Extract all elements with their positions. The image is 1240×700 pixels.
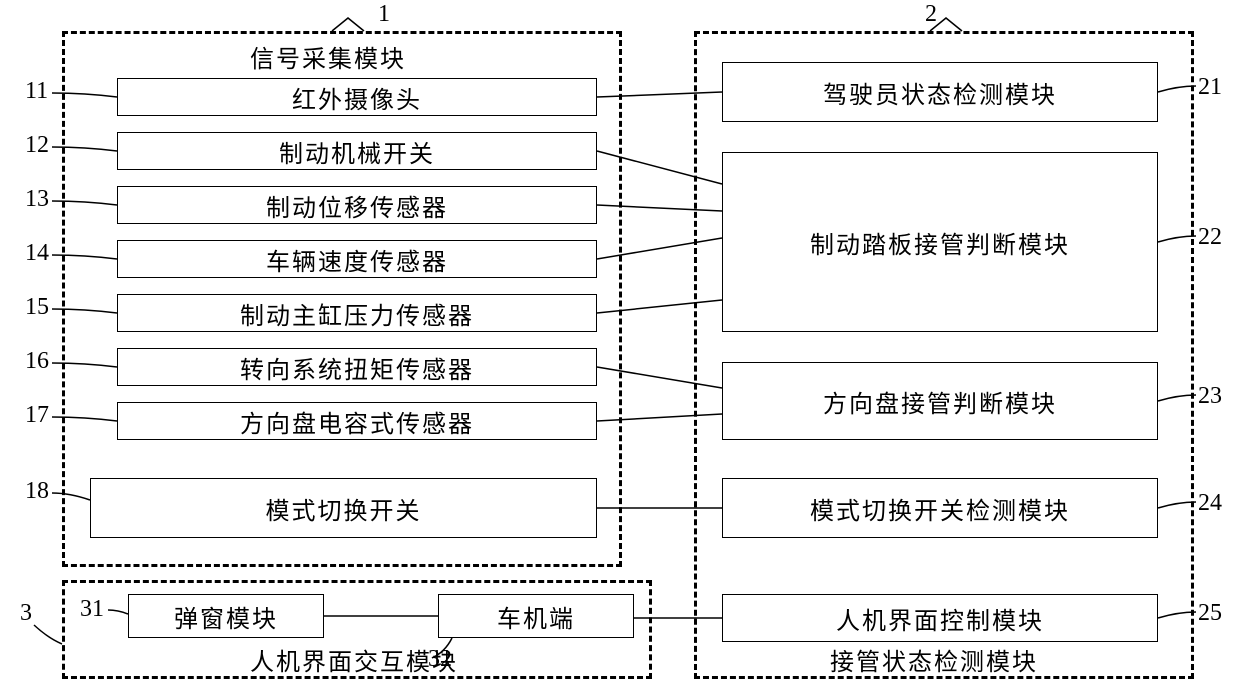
item-steering-torque-sensor: 转向系统扭矩传感器 xyxy=(117,348,597,386)
ref-25: 25 xyxy=(1198,600,1222,627)
module1-title: 信号采集模块 xyxy=(250,39,406,74)
ref-18: 18 xyxy=(25,478,49,505)
ref-13: 13 xyxy=(25,186,49,213)
ref-21: 21 xyxy=(1198,74,1222,101)
module2-title: 接管状态检测模块 xyxy=(830,642,1038,677)
item-driver-state-detection: 驾驶员状态检测模块 xyxy=(722,62,1158,122)
module3-title: 人机界面交互模块 xyxy=(250,642,458,677)
item-label: 车机端 xyxy=(497,599,575,634)
item-hmi-control: 人机界面控制模块 xyxy=(722,594,1158,642)
ref-24: 24 xyxy=(1198,490,1222,517)
item-brake-master-cylinder-pressure-sensor: 制动主缸压力传感器 xyxy=(117,294,597,332)
ref-16: 16 xyxy=(25,348,49,375)
item-label: 方向盘接管判断模块 xyxy=(823,384,1057,419)
item-popup-module: 弹窗模块 xyxy=(128,594,324,638)
ref-32: 32 xyxy=(428,646,452,673)
item-infrared-camera: 红外摄像头 xyxy=(117,78,597,116)
ref-23: 23 xyxy=(1198,383,1222,410)
module1-ref: 1 xyxy=(378,1,390,28)
item-label: 转向系统扭矩传感器 xyxy=(240,350,474,385)
item-vehicle-speed-sensor: 车辆速度传感器 xyxy=(117,240,597,278)
item-mode-switch-detection: 模式切换开关检测模块 xyxy=(722,478,1158,538)
item-label: 模式切换开关检测模块 xyxy=(810,491,1070,526)
item-label: 制动位移传感器 xyxy=(266,188,448,223)
item-label: 人机界面控制模块 xyxy=(836,601,1044,636)
item-brake-mechanical-switch: 制动机械开关 xyxy=(117,132,597,170)
item-label: 驾驶员状态检测模块 xyxy=(823,75,1057,110)
item-brake-pedal-takeover-judgment: 制动踏板接管判断模块 xyxy=(722,152,1158,332)
ref-12: 12 xyxy=(25,132,49,159)
item-label: 车辆速度传感器 xyxy=(266,242,448,277)
ref-22: 22 xyxy=(1198,224,1222,251)
item-label: 模式切换开关 xyxy=(266,491,422,526)
module3-ref: 3 xyxy=(20,600,32,627)
ref-31: 31 xyxy=(80,596,104,623)
item-steering-wheel-takeover-judgment: 方向盘接管判断模块 xyxy=(722,362,1158,440)
module2-ref: 2 xyxy=(925,1,937,28)
item-brake-displacement-sensor: 制动位移传感器 xyxy=(117,186,597,224)
diagram-canvas: 信号采集模块 1 接管状态检测模块 2 人机界面交互模块 3 红外摄像头 制动机… xyxy=(0,0,1240,700)
item-label: 方向盘电容式传感器 xyxy=(240,404,474,439)
ref-14: 14 xyxy=(25,240,49,267)
item-label: 制动机械开关 xyxy=(279,134,435,169)
module-takeover-detection xyxy=(694,31,1194,679)
item-car-machine-side: 车机端 xyxy=(438,594,634,638)
item-label: 弹窗模块 xyxy=(174,599,278,634)
ref-17: 17 xyxy=(25,402,49,429)
item-label: 制动踏板接管判断模块 xyxy=(810,225,1070,260)
item-mode-switch: 模式切换开关 xyxy=(90,478,597,538)
item-label: 制动主缸压力传感器 xyxy=(240,296,474,331)
item-label: 红外摄像头 xyxy=(292,80,422,115)
ref-11: 11 xyxy=(25,78,48,105)
ref-15: 15 xyxy=(25,294,49,321)
item-steering-wheel-capacitive-sensor: 方向盘电容式传感器 xyxy=(117,402,597,440)
